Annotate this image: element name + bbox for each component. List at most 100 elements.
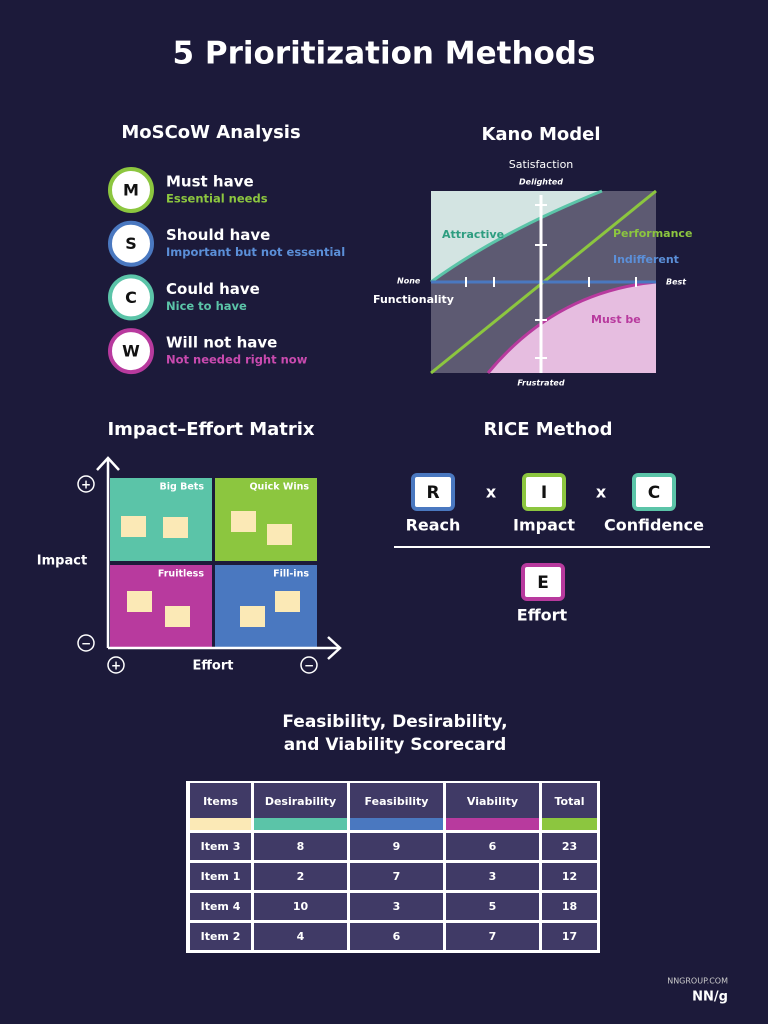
color-strip bbox=[350, 818, 443, 830]
item-label: Must have bbox=[166, 173, 254, 191]
sticky-note bbox=[267, 524, 292, 545]
table-cell bbox=[254, 893, 347, 920]
footer-logo: NN/g bbox=[692, 990, 728, 1005]
table-cell bbox=[190, 923, 251, 950]
axis-label: Satisfaction bbox=[509, 158, 574, 171]
item-label: Will not have bbox=[166, 334, 277, 352]
page-title: 5 Prioritization Methods bbox=[173, 36, 596, 72]
header-text: Viability bbox=[467, 795, 518, 808]
sticky-note bbox=[163, 517, 188, 538]
table-cell bbox=[350, 833, 443, 860]
axis-end: Delighted bbox=[519, 178, 563, 187]
letter-badge bbox=[108, 274, 154, 321]
axis-label: Functionality bbox=[373, 293, 454, 306]
item-desc: Essential needs bbox=[166, 192, 268, 206]
cell-text: 3 bbox=[393, 900, 401, 913]
table-cell bbox=[446, 833, 539, 860]
letter-badge bbox=[108, 220, 154, 267]
color-strip bbox=[190, 818, 251, 830]
badge-letter: C bbox=[125, 288, 137, 307]
section-title: Feasibility, Desirability, bbox=[282, 712, 507, 732]
section-title: Impact–Effort Matrix bbox=[107, 419, 314, 440]
table-cell bbox=[542, 923, 597, 950]
badge-letter: W bbox=[122, 342, 140, 361]
sign: − bbox=[81, 637, 91, 651]
item-label: Should have bbox=[166, 226, 270, 244]
quadrant-label: Fill-ins bbox=[273, 569, 309, 580]
factor-box bbox=[522, 473, 566, 511]
header-text: Desirability bbox=[265, 795, 336, 808]
table-cell bbox=[190, 833, 251, 860]
section-title: Kano Model bbox=[481, 124, 600, 145]
sign-circle bbox=[300, 656, 318, 674]
factor-letter: E bbox=[537, 573, 549, 593]
color-strip bbox=[446, 818, 539, 830]
cell-text: 2 bbox=[297, 870, 305, 883]
cell-text: 9 bbox=[393, 840, 401, 853]
cell-text: 17 bbox=[562, 930, 577, 943]
header-text: Total bbox=[554, 795, 584, 808]
table-cell bbox=[350, 863, 443, 890]
must-be-region bbox=[488, 282, 656, 373]
color-strip bbox=[254, 818, 347, 830]
table-cell bbox=[446, 863, 539, 890]
cell-text: Item 1 bbox=[201, 870, 241, 883]
sign-circle bbox=[77, 634, 95, 652]
x-arrow bbox=[108, 636, 342, 660]
cell-text: Item 3 bbox=[201, 840, 241, 853]
sticky-note bbox=[240, 606, 265, 627]
curve-label: Must be bbox=[591, 313, 641, 326]
cell-text: 23 bbox=[562, 840, 577, 853]
sticky-note bbox=[127, 591, 152, 612]
color-strip bbox=[542, 818, 597, 830]
sign-circle bbox=[107, 656, 125, 674]
quadrant-label: Fruitless bbox=[158, 569, 204, 580]
quadrant-label: Quick Wins bbox=[249, 482, 309, 493]
sign: + bbox=[111, 659, 121, 673]
section-title: and Viability Scorecard bbox=[284, 735, 507, 755]
table-cell bbox=[190, 863, 251, 890]
table-cell bbox=[542, 863, 597, 890]
axis-end: None bbox=[397, 277, 421, 286]
sticky-note bbox=[165, 606, 190, 627]
table-cell bbox=[254, 863, 347, 890]
cell-text: 3 bbox=[489, 870, 497, 883]
cell-text: 10 bbox=[293, 900, 309, 913]
cell-text: 5 bbox=[489, 900, 497, 913]
cell-text: 6 bbox=[489, 840, 497, 853]
table-cell bbox=[190, 893, 251, 920]
curve-label: Indifferent bbox=[613, 253, 679, 266]
factor-label: Reach bbox=[406, 516, 461, 535]
cell-text: 18 bbox=[562, 900, 577, 913]
curve-label: Performance bbox=[613, 227, 692, 240]
cell-text: 7 bbox=[489, 930, 497, 943]
table-cell bbox=[446, 923, 539, 950]
header-text: Feasibility bbox=[365, 795, 429, 808]
footer-site: NNGROUP.COM bbox=[667, 977, 728, 986]
cell-text: Item 2 bbox=[201, 930, 241, 943]
item-desc: Nice to have bbox=[166, 299, 247, 313]
factor-box bbox=[521, 563, 565, 601]
cell-text: 8 bbox=[297, 840, 305, 853]
sign-circle bbox=[77, 475, 95, 493]
table-cell bbox=[254, 923, 347, 950]
axis-label: Effort bbox=[193, 659, 234, 674]
attractive-curve bbox=[430, 189, 603, 284]
badge-letter: M bbox=[123, 181, 139, 200]
cell-text: Item 4 bbox=[201, 900, 241, 913]
item-label: Could have bbox=[166, 280, 260, 298]
y-arrow bbox=[96, 456, 120, 648]
sign: − bbox=[304, 659, 314, 673]
cell-text: 6 bbox=[393, 930, 401, 943]
table-cell bbox=[542, 833, 597, 860]
cell-text: 4 bbox=[297, 930, 305, 943]
factor-letter: I bbox=[541, 483, 547, 503]
letter-badge bbox=[108, 167, 154, 213]
axis-end: Best bbox=[666, 278, 687, 287]
sticky-note bbox=[275, 591, 300, 612]
badge-letter: S bbox=[125, 234, 137, 253]
factor-box bbox=[632, 473, 676, 511]
operator: x bbox=[596, 483, 607, 502]
curve-label: Attractive bbox=[442, 228, 504, 241]
